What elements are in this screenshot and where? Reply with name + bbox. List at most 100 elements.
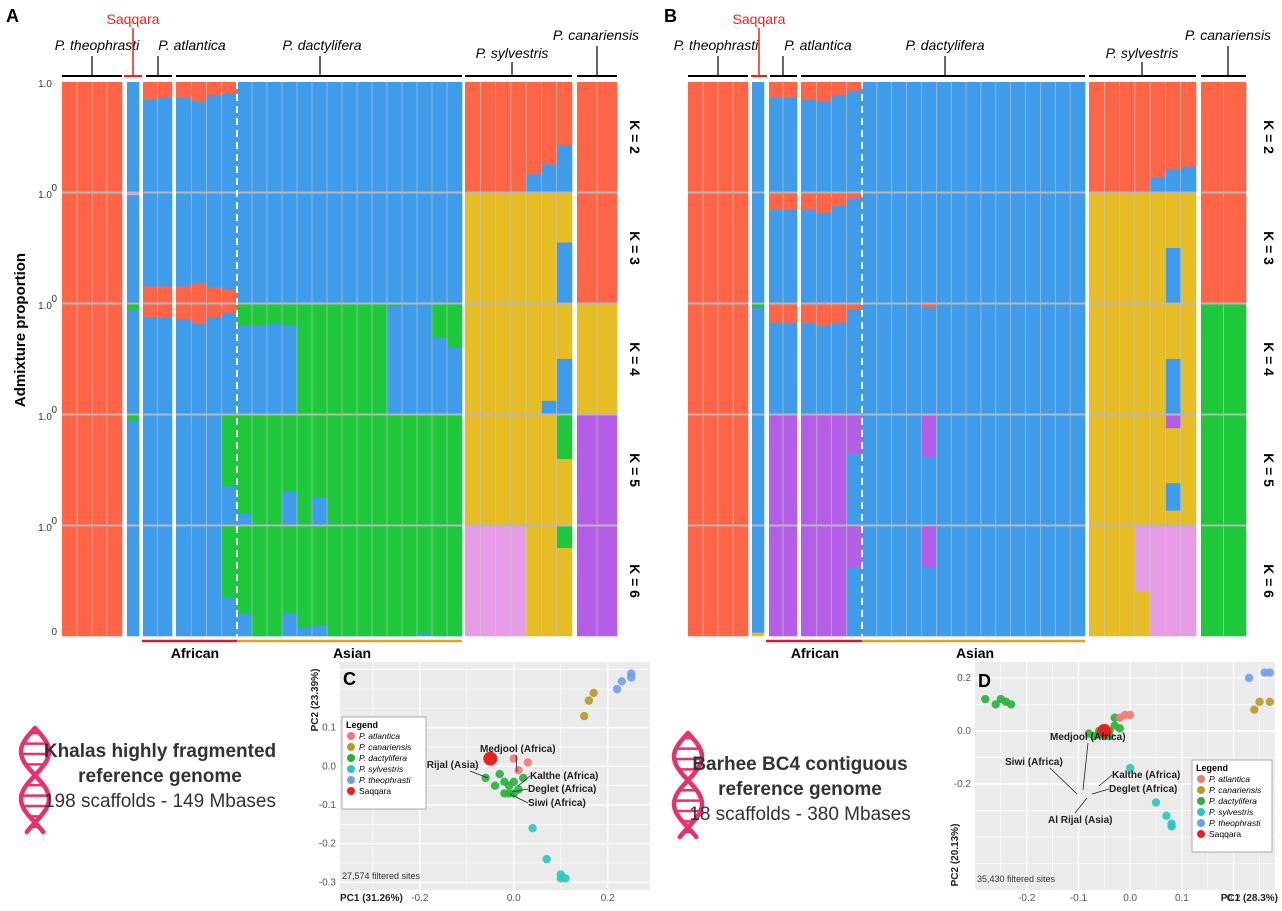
admix-a-bar-segment	[191, 101, 207, 193]
admix-a-bar-segment	[77, 526, 93, 637]
admix-b-bar-segment	[906, 415, 922, 526]
y-tick-zero: 0	[51, 627, 57, 638]
admix-b-bar-segment	[846, 453, 863, 526]
admix-b-bar-segment	[783, 304, 798, 323]
admix-a-bar-segment	[357, 82, 373, 193]
pca-point-canariensis	[589, 688, 598, 698]
admix-a-bar-segment	[282, 492, 298, 526]
admix-a-bar-segment	[282, 304, 298, 327]
admix-b-bar-segment	[1040, 304, 1056, 415]
admix-a-bar-segment	[127, 195, 140, 304]
header-canariensis-a: P. canariensis	[553, 27, 639, 43]
admix-a-bar-segment	[206, 317, 223, 415]
admix-a-bar-segment	[372, 415, 388, 526]
asian-label-b: Asian	[956, 645, 994, 661]
admix-b-bar-segment	[769, 304, 784, 323]
admix-b-bar-segment	[846, 198, 863, 304]
admix-b-bar-segment	[1089, 82, 1105, 193]
pca-legend-item: P. atlantica	[359, 731, 400, 741]
admix-b-bar-segment	[816, 212, 832, 304]
admix-b-bar-segment	[995, 82, 1011, 193]
admix-a-bar-segment	[127, 310, 140, 415]
pca-point-sylvestris	[528, 824, 537, 833]
admix-b-bar-segment	[783, 82, 798, 98]
admix-a-bar-segment	[447, 348, 463, 415]
admix-a-bar-segment	[357, 415, 373, 526]
asian-label-a: Asian	[333, 645, 371, 661]
admix-b-bar-segment	[980, 304, 997, 415]
admix-a-bar-segment	[510, 193, 527, 304]
admix-b-bar-segment	[1025, 526, 1041, 637]
admix-a-bar-segment	[107, 304, 123, 415]
admix-b-bar-segment	[1223, 304, 1247, 415]
admix-b-bar-segment	[801, 209, 817, 304]
admix-b-bar-segment	[733, 82, 749, 193]
admix-b-bar-segment	[891, 304, 907, 415]
pca-legend-item: P. atlantica	[1209, 774, 1250, 784]
admix-a-bar-segment	[176, 319, 192, 415]
admix-a-bar-segment	[312, 304, 328, 415]
admixture-plot-a	[62, 82, 618, 637]
admix-a-bar-segment	[237, 82, 253, 193]
pca-y-tick: -0.2	[954, 779, 972, 790]
admix-b-bar-segment	[921, 304, 937, 308]
pca-x-tick: 0.0	[507, 893, 521, 904]
admix-a-bar-segment	[432, 337, 448, 415]
admix-a-bar-segment	[143, 82, 158, 100]
admix-a-bar-segment	[62, 526, 78, 637]
admix-a-bar-segment	[597, 415, 618, 526]
pca-legend-item: Saqqara	[1209, 829, 1241, 839]
admix-b-bar-segment	[1180, 304, 1197, 415]
admix-a-bar-segment	[297, 304, 313, 415]
admix-b-bar-segment	[752, 632, 765, 637]
admix-a-bar-segment	[495, 193, 512, 304]
admix-a-bar-segment	[92, 415, 108, 526]
admix-a-bar-segment	[556, 193, 573, 243]
admix-b-bar-segment	[936, 193, 952, 304]
admix-a-bar-segment	[157, 304, 173, 318]
y-tick-zero: 0	[51, 405, 57, 416]
admix-b-bar-segment	[801, 193, 817, 210]
y-tick-zero: 0	[51, 294, 57, 305]
k-label: K = 3	[1261, 231, 1277, 265]
admix-b-bar-segment	[1165, 248, 1182, 304]
pca-y-tick: 0.1	[322, 723, 336, 734]
pca-point-theophrasti	[1244, 673, 1254, 683]
admix-b-bar-segment	[980, 82, 997, 193]
admix-a-bar-segment	[143, 286, 158, 304]
admix-a-bar-segment	[417, 526, 433, 633]
admix-a-bar-segment	[312, 526, 328, 626]
admix-b-bar-segment	[769, 415, 784, 526]
admix-a-bar-segment	[221, 486, 238, 526]
admix-b-bar-segment	[1025, 82, 1041, 193]
admix-a-bar-segment	[402, 526, 418, 637]
admix-a-bar-segment	[62, 304, 78, 415]
admix-b-bar-segment	[801, 304, 817, 323]
header-sylvestris-a: P. sylvestris	[476, 45, 549, 61]
admix-a-bar-segment	[127, 420, 140, 526]
admix-a-bar-segment	[541, 415, 558, 526]
admix-b-bar-segment	[980, 193, 997, 304]
admix-b-bar-segment	[688, 193, 704, 304]
pca-point-atlantica	[1115, 713, 1125, 722]
admix-b-bar-segment	[862, 415, 878, 526]
pca-x-tick: 0.2	[601, 893, 615, 904]
pca-x-tick: 0.1	[1175, 893, 1189, 904]
pca-sites-note: 27,574 filtered sites	[342, 871, 421, 881]
admix-b-bar-segment	[951, 304, 967, 415]
pca-y-tick: -0.2	[319, 839, 337, 850]
admix-b-bar-segment	[1010, 526, 1026, 637]
pca-annotation-leader	[509, 793, 529, 804]
k-label: K = 6	[1261, 564, 1277, 598]
admix-a-bar-segment	[541, 193, 558, 304]
admix-a-bar-segment	[495, 415, 512, 526]
admix-a-bar-segment	[252, 193, 268, 304]
dna-strand	[671, 730, 705, 840]
admix-b-bar-segment	[1165, 359, 1182, 415]
k-label: K = 2	[1261, 120, 1277, 154]
admix-a-bar-segment	[143, 193, 158, 287]
admix-a-bar-segment	[127, 304, 140, 311]
header-dactylifera-b: P. dactylifera	[905, 37, 984, 53]
admix-b-bar-segment	[752, 307, 765, 415]
admix-a-bar-segment	[417, 632, 433, 637]
